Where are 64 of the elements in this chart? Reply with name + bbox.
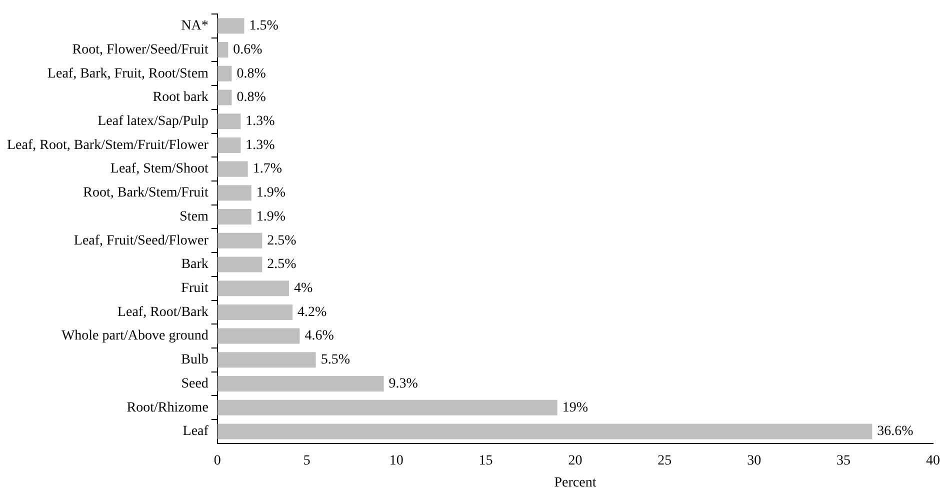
y-tick-label: Bark: [181, 257, 208, 272]
x-tick-label: 25: [658, 453, 672, 468]
x-tick-label: 30: [747, 453, 762, 468]
y-tick-label: NA*: [181, 18, 208, 34]
data-label: 2.5%: [267, 233, 297, 248]
data-label: 1.5%: [249, 18, 279, 34]
data-label: 5.5%: [320, 352, 350, 368]
bar: [217, 424, 872, 440]
bar: [217, 185, 252, 201]
y-tick-label: Leaf: [182, 424, 209, 440]
y-tick-label: Leaf, Stem/Shoot: [110, 162, 209, 177]
y-tick-label: Root, Bark/Stem/Fruit: [83, 186, 209, 201]
y-tick-label: Leaf, Root/Bark: [117, 304, 208, 320]
x-tick-label: 10: [389, 453, 404, 468]
bar: [217, 256, 262, 272]
data-label: 0.8%: [236, 90, 266, 106]
bar: [217, 376, 384, 392]
y-tick-label: Root bark: [152, 90, 208, 106]
bar: [217, 280, 289, 296]
bar: [217, 400, 558, 416]
y-tick-label: Root/Rhizome: [126, 400, 208, 416]
x-axis-title: Percent: [554, 475, 596, 490]
data-label: 0.6%: [233, 42, 263, 58]
y-tick-label: Fruit: [181, 281, 209, 296]
data-label: 1.7%: [252, 162, 282, 177]
x-tick-label: 5: [303, 453, 310, 468]
y-tick-label: Leaf, Fruit/Seed/Flower: [74, 233, 209, 248]
data-label: 0.8%: [236, 66, 266, 82]
y-tick-label: Bulb: [181, 352, 208, 368]
bar: [217, 66, 232, 82]
x-tick-label: 35: [836, 453, 851, 468]
data-label: 1.3%: [246, 138, 276, 153]
bar: [217, 304, 293, 320]
bar: [217, 18, 244, 34]
bar: [217, 352, 316, 368]
bar: [217, 328, 300, 344]
x-tick-label: 40: [926, 453, 940, 468]
data-label: 1.9%: [256, 186, 286, 201]
y-tick-label: Root, Flower/Seed/Fruit: [72, 42, 209, 58]
y-tick-label: Leaf latex/Sap/Pulp: [98, 114, 208, 130]
data-label: 4.2%: [298, 304, 328, 320]
data-label: 36.6%: [877, 424, 914, 440]
y-tick-label: Stem: [180, 209, 209, 224]
bar: [217, 137, 241, 153]
data-label: 1.9%: [256, 209, 286, 224]
bar: [217, 90, 232, 106]
bar: [217, 161, 248, 177]
bar: [217, 209, 252, 225]
x-tick-label: 15: [478, 453, 493, 468]
x-tick-label: 0: [214, 453, 221, 468]
y-tick-label: Seed: [181, 376, 208, 392]
y-tick-label: Leaf, Bark, Fruit, Root/Stem: [47, 66, 209, 82]
data-label: 2.5%: [267, 257, 297, 272]
data-label: 19%: [562, 400, 588, 416]
bar: [217, 232, 262, 248]
y-tick-label: Whole part/Above ground: [61, 328, 208, 344]
data-label: 4.6%: [304, 328, 334, 344]
data-label: 4%: [294, 281, 313, 296]
data-label: 9.3%: [388, 376, 418, 392]
bar: [217, 114, 241, 130]
bar: [217, 42, 228, 58]
x-tick-label: 20: [568, 453, 582, 468]
y-tick-label: Leaf, Root, Bark/Stem/Fruit/Flower: [7, 138, 209, 153]
data-label: 1.3%: [246, 114, 276, 130]
